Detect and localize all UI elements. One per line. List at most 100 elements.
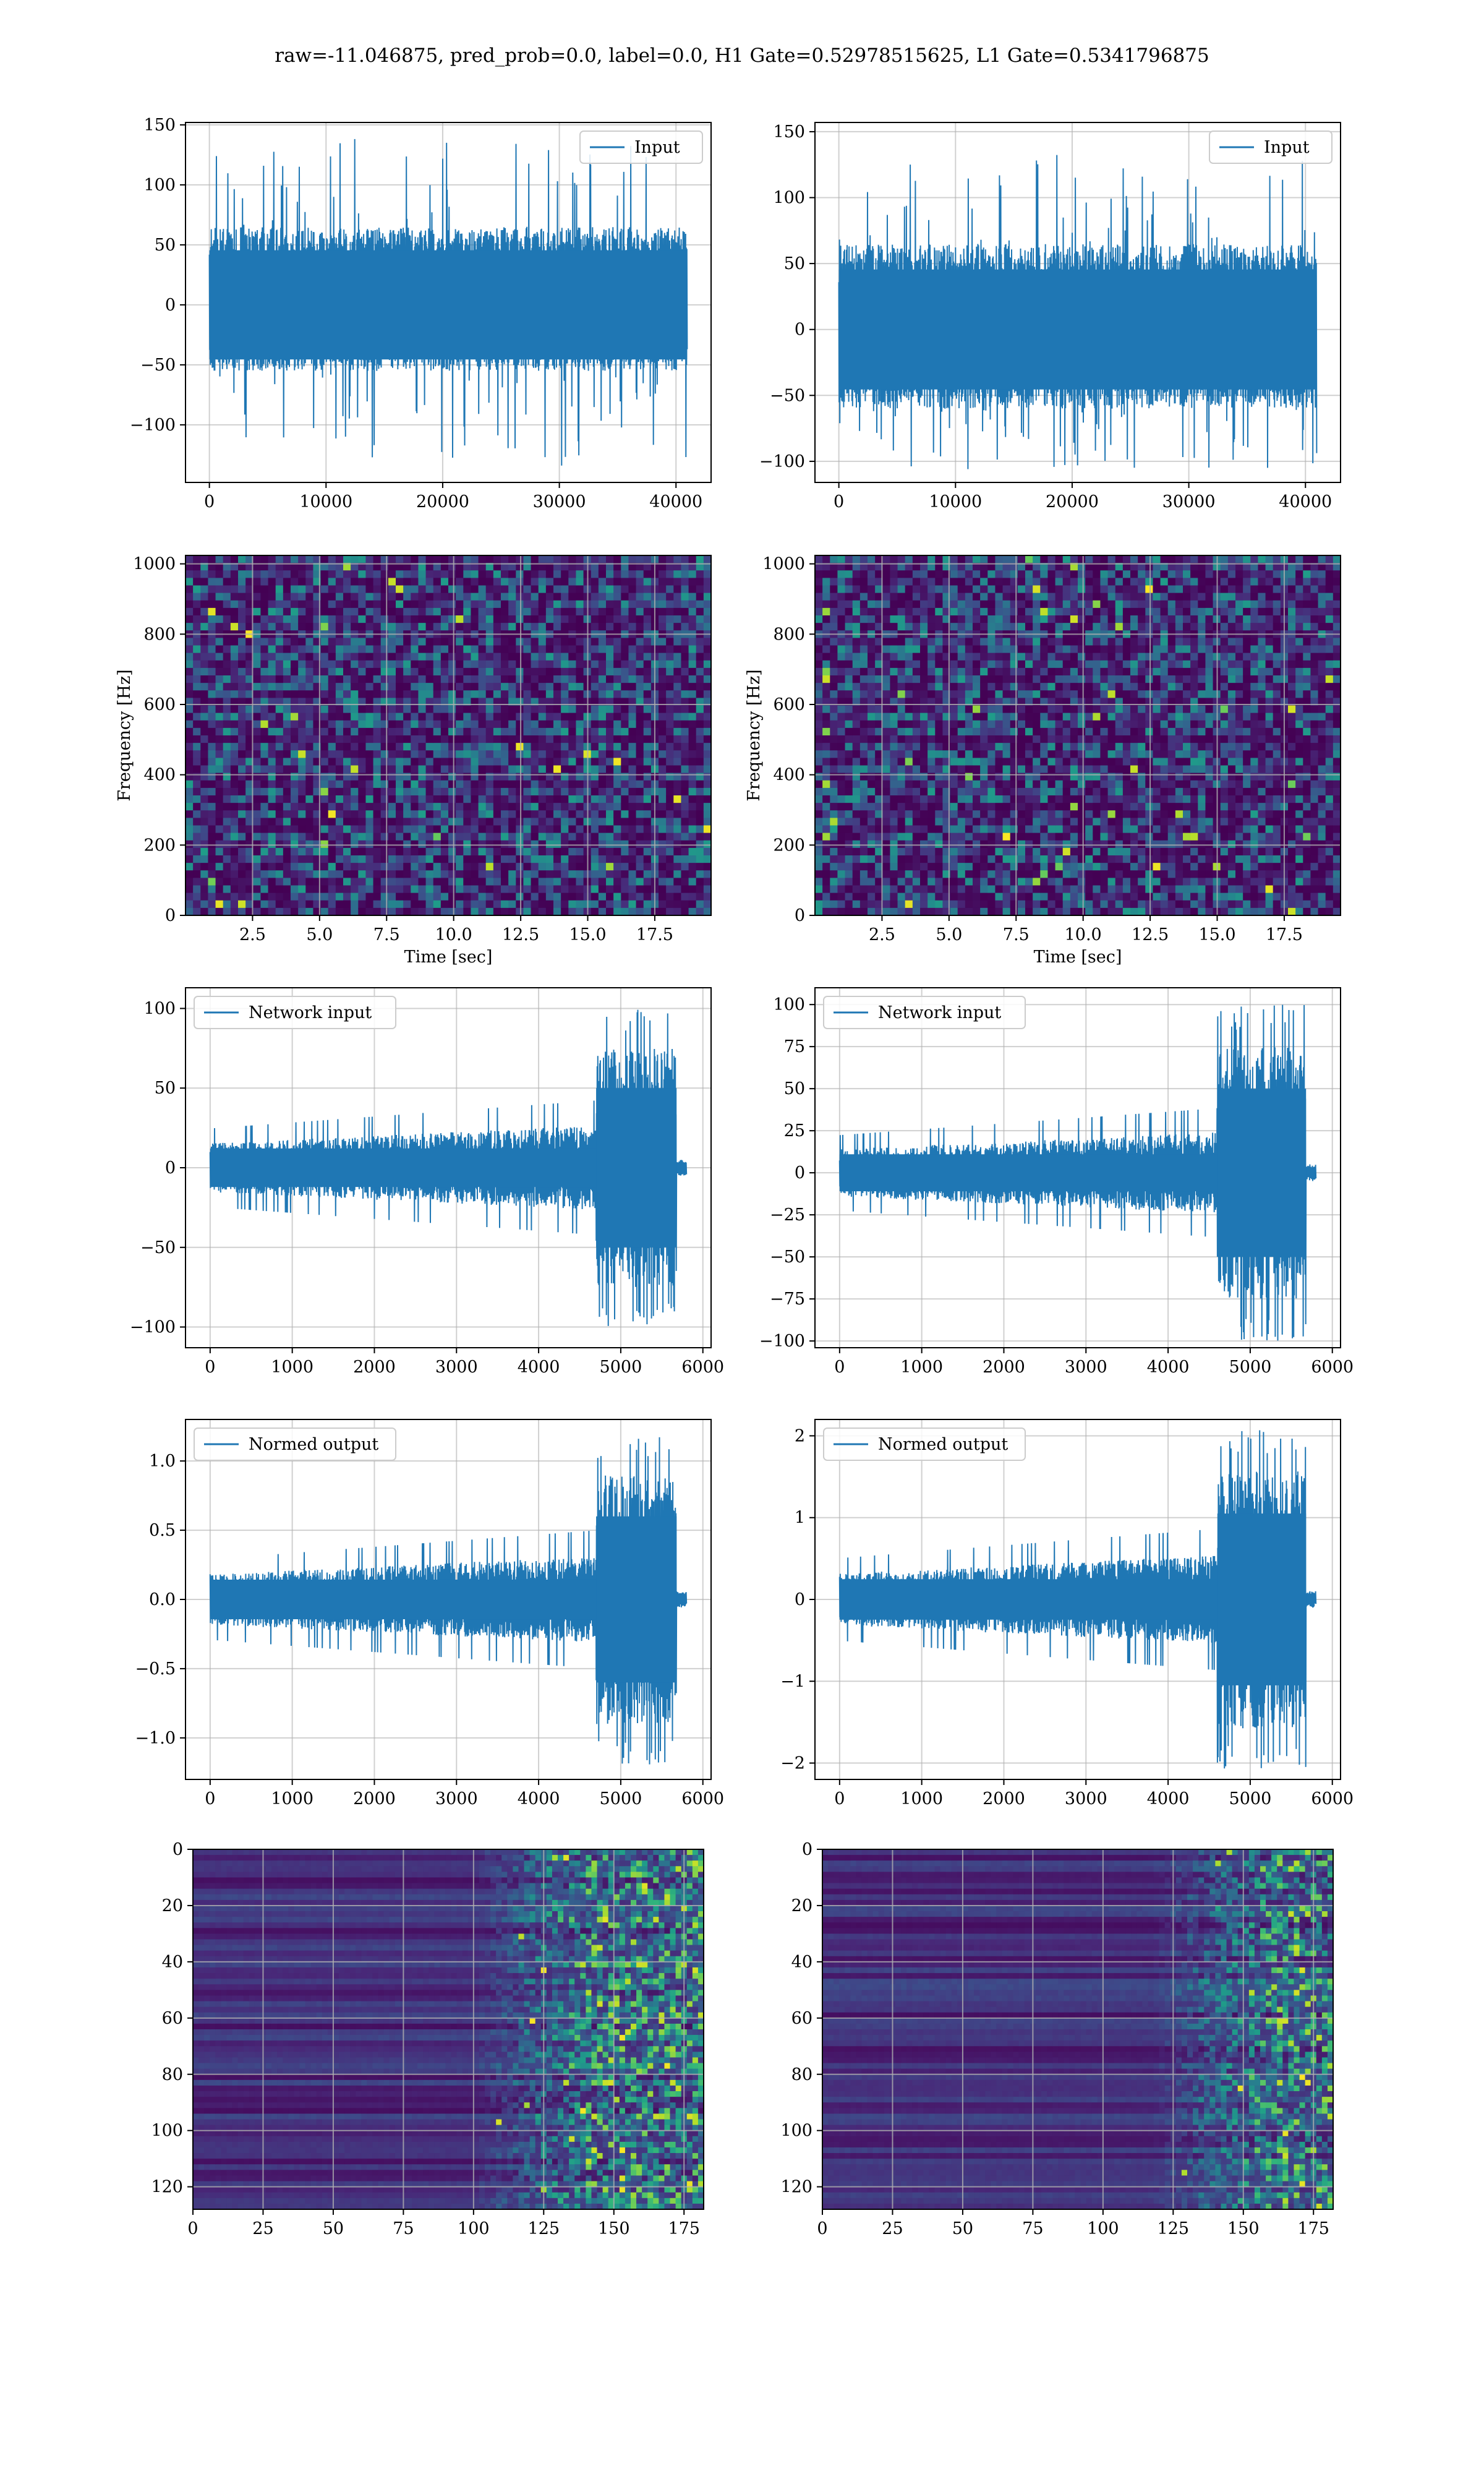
heatmap-cell [493,825,501,834]
heatmap-cell [320,727,329,736]
heatmap-cell [606,638,614,646]
heatmap-cell [621,660,629,669]
heatmap-cell [200,713,209,721]
heatmap-cell [830,780,838,789]
heatmap-cell [238,773,246,781]
heatmap-cell [501,758,509,766]
heatmap-cell [260,825,269,834]
heatmap-cell [545,638,554,646]
heatmap-cell [568,570,577,578]
heatmap-cell [561,773,569,781]
heatmap-cell [666,593,674,601]
heatmap-cell [905,660,913,669]
heatmap-cell [935,727,944,736]
heatmap-cell [890,585,898,594]
heatmap-cell [561,667,569,676]
heatmap-cell [950,638,958,646]
heatmap-cell [396,615,404,623]
heatmap-cell [688,698,697,706]
heatmap-cell [591,825,599,834]
heatmap-cell [845,600,853,609]
heatmap-cell [636,660,644,669]
heatmap-cell [403,847,411,856]
heatmap-cell [681,765,689,774]
heatmap-cell [365,773,374,781]
heatmap-cell [320,863,329,871]
heatmap-cell [215,660,224,669]
heatmap-cell [1025,675,1033,683]
heatmap-cell [1010,555,1018,563]
heatmap-cell [973,690,981,698]
heatmap-cell [501,607,509,616]
heatmap-cell [501,578,509,586]
heatmap-cell [208,803,216,811]
heatmap-cell [606,878,614,886]
heatmap-cell [373,585,382,594]
heatmap-cell [837,900,846,909]
heatmap-cell [268,563,276,571]
heatmap-cell [531,795,539,803]
heatmap-cell [703,773,712,781]
heatmap-cell [1033,653,1041,661]
heatmap-cell [598,720,607,729]
heatmap-cell [636,683,644,691]
heatmap-cell [478,585,487,594]
heatmap-cell [845,780,853,789]
heatmap-cell [987,653,996,661]
heatmap-cell [478,803,487,811]
heatmap-cell [666,810,674,818]
heatmap-cell [1033,645,1041,654]
heatmap-cell [335,892,344,901]
heatmap-cell [628,555,637,563]
heatmap-cell [456,667,464,676]
heatmap-cell [328,615,336,623]
heatmap-cell [568,743,577,751]
heatmap-cell [868,607,876,616]
heatmap-cell [897,735,906,743]
heatmap-cell [561,818,569,826]
heatmap-cell [688,870,697,878]
heatmap-cell [291,795,299,803]
heatmap-cell [845,758,853,766]
heatmap-cell [298,607,306,616]
heatmap-cell [260,758,269,766]
heatmap-cell [373,555,382,563]
heatmap-cell [230,907,239,916]
heatmap-cell [305,847,314,856]
heatmap-cell [973,870,981,878]
heatmap-cell [621,570,629,578]
heatmap-cell [1040,863,1049,871]
heatmap-cell [613,607,621,616]
heatmap-cell [433,667,441,676]
heatmap-cell [553,907,561,916]
heatmap-cell [223,667,231,676]
heatmap-cell [298,570,306,578]
heatmap-cell [830,810,838,818]
heatmap-cell [681,593,689,601]
heatmap-cell [868,818,876,826]
heatmap-cell [320,818,329,826]
heatmap-cell [659,833,667,841]
heatmap-cell [957,780,966,789]
heatmap-cell [433,705,441,714]
heatmap-cell [358,773,367,781]
heatmap-cell [380,780,389,789]
heatmap-cell [351,555,359,563]
heatmap-cell [365,623,374,631]
heatmap-cell [576,907,584,916]
heatmap-cell [456,892,464,901]
heatmap-cell [501,855,509,863]
heatmap-cell [598,833,607,841]
heatmap-cell [523,675,532,683]
heatmap-cell [897,713,906,721]
heatmap-cell [845,623,853,631]
heatmap-cell [868,638,876,646]
heatmap-cell [388,885,396,894]
heatmap-cell [852,645,861,654]
heatmap-cell [275,758,284,766]
heatmap-cell [268,638,276,646]
heatmap-cell [568,585,577,594]
heatmap-cell [245,907,254,916]
heatmap-cell [298,795,306,803]
heatmap-cell [358,638,367,646]
